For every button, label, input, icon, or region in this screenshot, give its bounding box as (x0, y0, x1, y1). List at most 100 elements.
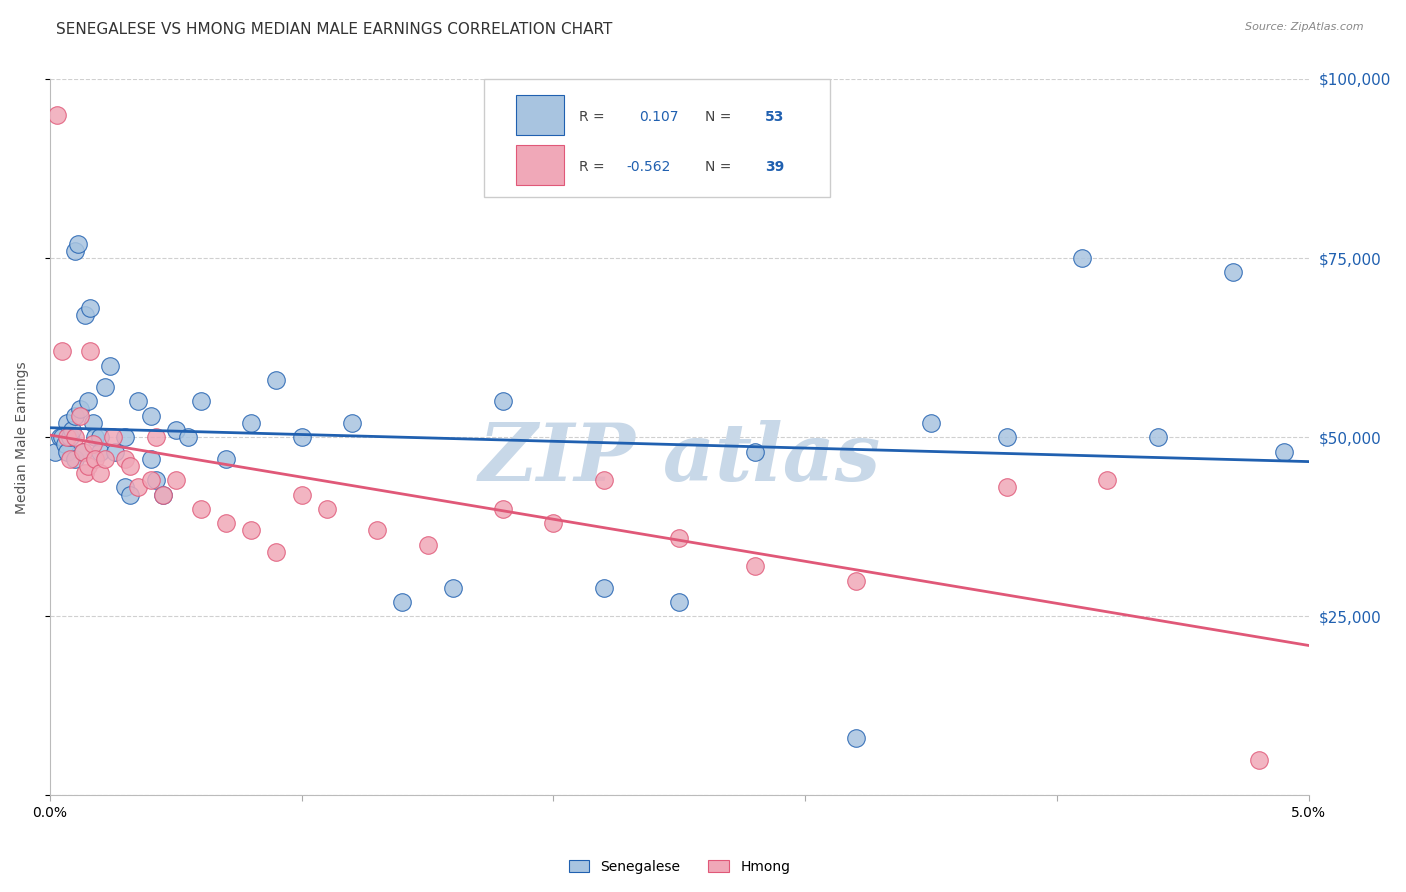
Point (592, 581, 614, 595)
Point (75, 309, 97, 323)
Point (240, 416, 263, 430)
Point (190, 502, 212, 516)
Point (240, 524, 263, 538)
Point (59, 451, 82, 466)
Point (94, 451, 117, 466)
Point (49, 430, 72, 444)
Point (84, 430, 107, 444)
Point (51, 430, 73, 444)
Text: -0.562: -0.562 (627, 160, 671, 174)
Point (416, 538, 439, 552)
Point (668, 595, 690, 609)
Point (98, 359, 121, 373)
Point (543, 516, 565, 531)
Point (492, 502, 515, 516)
Point (56, 430, 79, 444)
Point (145, 473, 167, 487)
Point (266, 373, 288, 387)
Point (177, 430, 200, 444)
Text: R =: R = (579, 160, 609, 174)
Point (1097, 473, 1119, 487)
Point (66, 236, 89, 251)
Point (89, 444, 111, 458)
Point (215, 451, 238, 466)
Point (69, 409, 91, 423)
Point (120, 487, 142, 501)
Text: ZIP atlas: ZIP atlas (478, 420, 880, 498)
Point (56, 416, 79, 430)
Point (51, 344, 73, 359)
Point (75, 466, 97, 480)
Point (59, 430, 82, 444)
Legend: Senegalese, Hmong: Senegalese, Hmong (562, 854, 796, 880)
Point (1247, 753, 1270, 767)
Text: 0.107: 0.107 (640, 110, 679, 124)
Point (995, 430, 1018, 444)
Point (56, 444, 79, 458)
Point (84, 451, 107, 466)
FancyBboxPatch shape (516, 95, 564, 135)
Point (845, 731, 868, 746)
Point (63, 451, 86, 466)
Point (63, 244, 86, 258)
Point (152, 487, 174, 501)
Point (76, 394, 98, 409)
Point (53, 437, 76, 451)
Point (920, 416, 942, 430)
Point (190, 394, 212, 409)
FancyBboxPatch shape (484, 79, 831, 197)
Text: 53: 53 (765, 110, 785, 124)
Point (995, 480, 1018, 494)
Point (291, 487, 314, 501)
Point (114, 451, 136, 466)
Point (104, 444, 127, 458)
Point (291, 430, 314, 444)
Point (366, 524, 388, 538)
Point (744, 559, 766, 574)
Point (441, 581, 464, 595)
Text: N =: N = (704, 110, 735, 124)
Point (79, 301, 101, 316)
Point (1272, 444, 1295, 458)
Text: R =: R = (579, 110, 609, 124)
Point (82, 416, 104, 430)
Point (79, 344, 101, 359)
Point (139, 473, 162, 487)
Point (315, 502, 337, 516)
Point (72, 444, 94, 458)
Point (152, 487, 174, 501)
Point (120, 458, 142, 473)
Point (668, 531, 690, 545)
Point (72, 444, 94, 458)
Point (139, 409, 162, 423)
Point (165, 473, 187, 487)
Point (63, 430, 86, 444)
Point (1222, 265, 1244, 279)
Point (340, 416, 363, 430)
FancyBboxPatch shape (516, 145, 564, 185)
Point (114, 480, 136, 494)
Point (44, 444, 66, 458)
Point (127, 394, 149, 409)
Point (94, 380, 117, 394)
Point (592, 473, 614, 487)
Point (266, 545, 288, 559)
Point (1071, 251, 1094, 265)
Point (101, 430, 124, 444)
Point (1146, 430, 1168, 444)
Point (46, 108, 69, 122)
Point (492, 394, 515, 409)
Text: 39: 39 (765, 160, 785, 174)
Point (139, 451, 162, 466)
Point (62, 423, 84, 437)
Point (845, 574, 868, 588)
Text: N =: N = (704, 160, 735, 174)
Text: SENEGALESE VS HMONG MEDIAN MALE EARNINGS CORRELATION CHART: SENEGALESE VS HMONG MEDIAN MALE EARNINGS… (56, 22, 613, 37)
Point (127, 480, 149, 494)
Point (215, 516, 238, 531)
Y-axis label: Median Male Earnings: Median Male Earnings (15, 361, 30, 514)
Point (165, 423, 187, 437)
Point (82, 437, 104, 451)
Point (145, 430, 167, 444)
Point (391, 595, 413, 609)
